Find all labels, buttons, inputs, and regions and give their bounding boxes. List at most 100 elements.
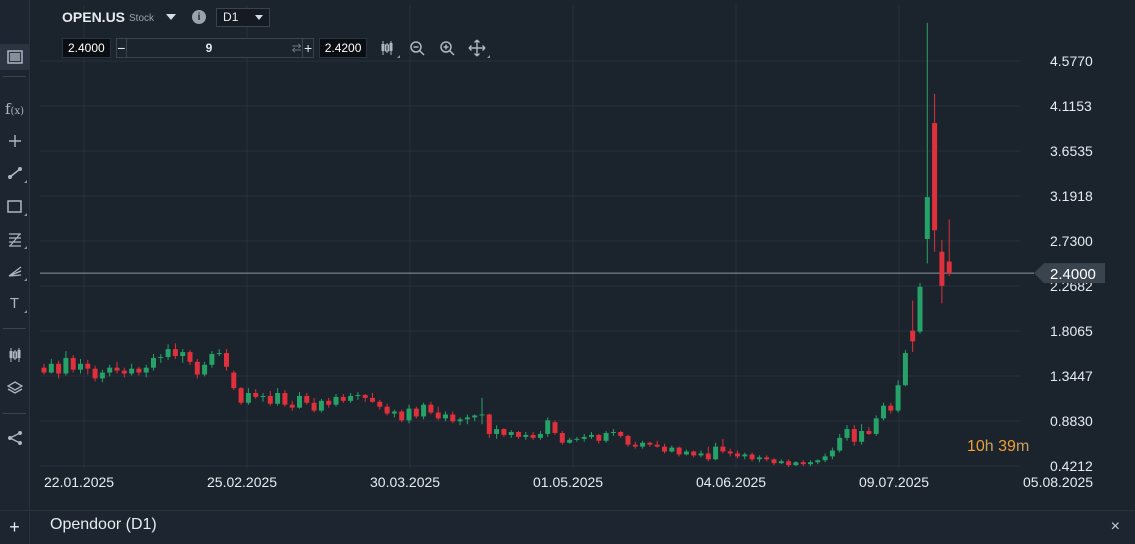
candle-body: [676, 447, 682, 455]
candle-body: [545, 420, 551, 434]
countdown-minutes: 39: [998, 438, 1016, 455]
pitchfork-icon[interactable]: [0, 258, 29, 284]
y-tick-label: 4.5770: [1050, 53, 1093, 69]
rectangle-icon[interactable]: [0, 193, 29, 219]
candle-body: [486, 414, 492, 434]
candle-body: [822, 456, 828, 461]
toolbar-divider: [3, 328, 26, 329]
indicators-icon[interactable]: [0, 342, 29, 368]
candle-body: [143, 367, 149, 373]
bottom-panel-bar: + Opendoor (D1) ×: [0, 510, 1135, 544]
price-chart[interactable]: 22.01.2025 25.02.2025 30.03.2025 01.05.2025…: [30, 0, 1135, 510]
candle-body: [939, 251, 945, 286]
candle-body: [713, 446, 719, 460]
candle-body: [808, 462, 813, 465]
y-tick-label: 3.1918: [1050, 188, 1093, 204]
chart-area[interactable]: 22.01.2025 25.02.2025 30.03.2025 01.05.2025…: [30, 0, 1135, 510]
candle-body: [537, 433, 543, 438]
text-icon[interactable]: T: [0, 290, 29, 316]
candle-body: [902, 353, 908, 386]
candle-body: [924, 197, 930, 240]
close-icon[interactable]: ×: [1110, 518, 1120, 535]
zoom-out-icon[interactable]: [407, 38, 427, 58]
candle-body: [275, 393, 281, 404]
candle-body: [559, 432, 565, 443]
candle-body: [581, 436, 587, 439]
candle-body: [662, 446, 667, 452]
layers-icon[interactable]: [0, 375, 29, 401]
candle-body: [245, 393, 251, 403]
candle-body: [727, 451, 733, 454]
candle-body: [917, 286, 923, 332]
y-tick-label: 1.8065: [1050, 323, 1093, 339]
candle-body: [764, 457, 770, 460]
candle-body: [705, 453, 711, 460]
symbol-name[interactable]: OPEN.US: [62, 9, 126, 25]
candle-body: [151, 357, 156, 368]
info-icon[interactable]: i: [192, 10, 207, 24]
add-panel-button[interactable]: +: [0, 511, 30, 544]
candle-body: [567, 439, 573, 443]
candle-body: [859, 431, 865, 442]
candle-body: [800, 462, 806, 465]
candle-body: [786, 461, 792, 466]
candle-body: [384, 406, 390, 414]
chart-type-icon[interactable]: [0, 44, 29, 70]
share-icon[interactable]: [0, 425, 29, 451]
candle-body: [99, 372, 105, 379]
candle-body: [771, 459, 777, 464]
candle-body: [107, 367, 113, 373]
swap-icon[interactable]: ⇄: [291, 40, 302, 55]
candle-body: [297, 395, 302, 408]
candle-body: [516, 432, 521, 437]
candle-body: [260, 395, 266, 397]
candle-body: [129, 368, 135, 374]
candle-countdown: 10h 39m: [967, 438, 1029, 456]
pan-icon[interactable]: [467, 38, 491, 58]
candle-body: [78, 363, 83, 370]
candle-body: [530, 434, 536, 438]
sell-price-button[interactable]: 2.4000: [62, 37, 111, 58]
candle-body: [596, 434, 602, 441]
candle-body: [932, 123, 938, 231]
decrease-quantity-button[interactable]: −: [117, 38, 128, 57]
fibonacci-icon[interactable]: [0, 226, 29, 252]
chevron-down-icon: [255, 14, 264, 20]
candle-body: [63, 357, 69, 374]
candle-style-icon[interactable]: [377, 38, 401, 58]
candle-body: [70, 357, 76, 370]
candle-body: [406, 408, 412, 421]
y-tick-label: 2.7300: [1050, 233, 1093, 249]
candle-body: [333, 396, 339, 405]
candle-body: [640, 442, 646, 447]
candle-body: [443, 414, 448, 419]
candle-body: [450, 414, 456, 422]
crosshair-icon[interactable]: [0, 128, 29, 154]
current-price-tag: [1034, 263, 1105, 284]
candle-body: [683, 451, 689, 455]
trendline-icon[interactable]: [0, 160, 29, 186]
y-tick-label: 4.1153: [1050, 98, 1092, 114]
x-tick-label: 05.08.2025: [1023, 474, 1093, 490]
candle-body: [589, 434, 594, 437]
candle-body: [85, 363, 91, 369]
candle-body: [508, 432, 514, 435]
candle-body: [377, 401, 383, 407]
candle-body: [158, 356, 164, 358]
candle-body: [735, 453, 740, 457]
candle-body: [873, 418, 879, 434]
candle-body: [136, 368, 142, 373]
candle-body: [793, 462, 799, 466]
buy-price-button[interactable]: 2.4200: [318, 37, 368, 58]
candle-body: [742, 454, 748, 457]
function-icon[interactable]: f(x): [4, 100, 24, 118]
x-tick-label: 04.06.2025: [696, 474, 766, 490]
timeframe-select[interactable]: D1: [216, 7, 271, 27]
quantity-input[interactable]: [127, 38, 292, 57]
left-toolbar: f(x) T: [0, 0, 30, 510]
zoom-in-icon[interactable]: [437, 38, 457, 58]
increase-quantity-button[interactable]: +: [302, 38, 313, 57]
symbol-dropdown-icon[interactable]: [166, 14, 177, 20]
x-tick-label: 01.05.2025: [533, 474, 603, 490]
current-price-label: 2.4000: [1050, 266, 1096, 283]
